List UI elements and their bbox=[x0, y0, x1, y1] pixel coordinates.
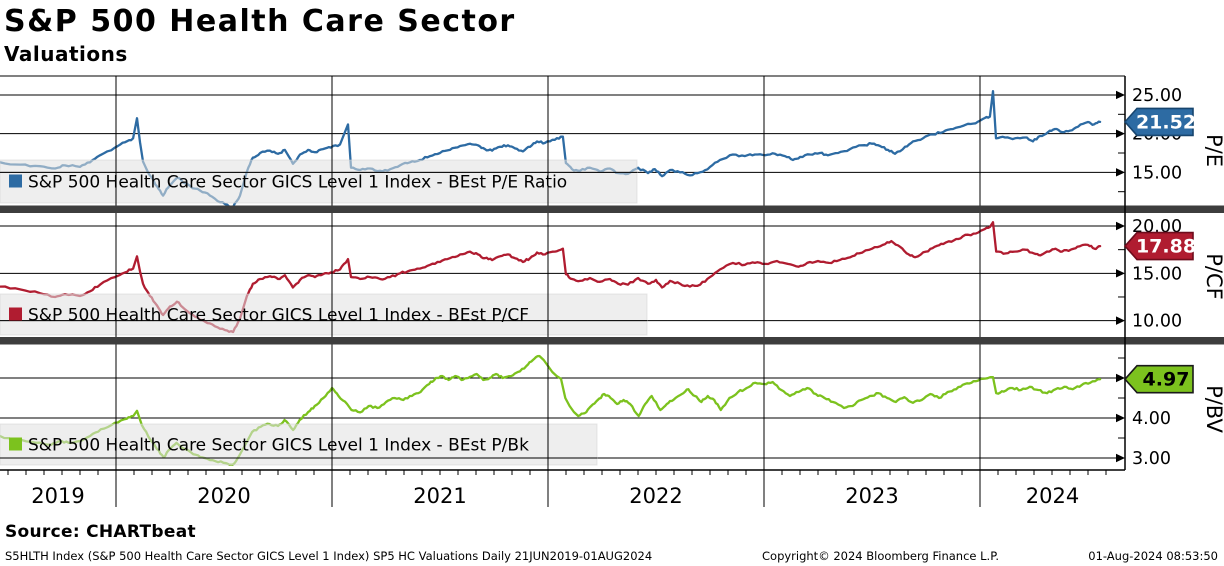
pcf-legend-band bbox=[0, 293, 648, 336]
gridline-arrowhead bbox=[1116, 221, 1125, 231]
pbk-axis-title: P/BV bbox=[1202, 385, 1224, 433]
pcf-axis-title: P/CF bbox=[1202, 253, 1224, 299]
pcf-value-badge-label: 17.88 bbox=[1136, 236, 1196, 258]
pe-legend-marker bbox=[9, 174, 22, 188]
pbk-legend-label: S&P 500 Health Care Sector GICS Level 1 … bbox=[28, 436, 529, 456]
pbk-value-badge-label: 4.97 bbox=[1143, 369, 1190, 391]
x-axis-year-label: 2023 bbox=[845, 484, 898, 508]
pe-ytick-label: 25.00 bbox=[1132, 86, 1182, 106]
gridline-arrowhead bbox=[1116, 413, 1125, 423]
x-axis-year-label: 2021 bbox=[413, 484, 466, 508]
page-subtitle: Valuations bbox=[4, 42, 128, 66]
footer-security-info: S5HLTH Index (S&P 500 Health Care Sector… bbox=[5, 549, 653, 563]
page-title: S&P 500 Health Care Sector bbox=[4, 4, 516, 39]
footer-timestamp: 01-Aug-2024 08:53:50 bbox=[1088, 549, 1218, 563]
pe-legend-band bbox=[0, 159, 638, 204]
panel-separator bbox=[0, 337, 1224, 345]
gridline-arrowhead bbox=[1116, 269, 1125, 278]
pe-value-badge-label: 21.52 bbox=[1136, 111, 1196, 133]
pcf-legend-label: S&P 500 Health Care Sector GICS Level 1 … bbox=[28, 306, 529, 326]
pcf-value-badge bbox=[1123, 231, 1194, 261]
pe-axis-title: P/E bbox=[1202, 134, 1224, 167]
x-axis-year-label: 2019 bbox=[31, 484, 84, 508]
x-axis-year-label: 2022 bbox=[629, 484, 682, 508]
pbk-value-badge bbox=[1123, 364, 1194, 394]
x-axis-year-label: 2020 bbox=[197, 484, 250, 508]
pe-ytick-label: 15.00 bbox=[1132, 163, 1182, 183]
pcf-ytick-label: 15.00 bbox=[1132, 264, 1182, 284]
pcf-legend-marker bbox=[9, 307, 22, 321]
gridline-arrowhead bbox=[1116, 453, 1125, 463]
gridline-arrowhead bbox=[1116, 90, 1125, 100]
pe-value-badge bbox=[1123, 107, 1194, 137]
panel-separator bbox=[0, 205, 1224, 213]
source-line: Source: CHARTbeat bbox=[5, 522, 196, 542]
pe-legend-label: S&P 500 Health Care Sector GICS Level 1 … bbox=[28, 173, 567, 193]
pbk-ytick-label: 4.00 bbox=[1132, 409, 1171, 429]
footer-copyright: Copyright© 2024 Bloomberg Finance L.P. bbox=[762, 549, 999, 563]
x-axis-year-label: 2024 bbox=[1026, 484, 1079, 508]
gridline-arrowhead bbox=[1116, 129, 1125, 138]
pcf-ytick-label: 10.00 bbox=[1132, 312, 1182, 332]
gridline-arrowhead bbox=[1116, 316, 1125, 325]
gridline-arrowhead bbox=[1116, 373, 1125, 383]
gridline-arrowhead bbox=[1116, 168, 1125, 177]
pbk-legend-marker bbox=[9, 437, 22, 451]
pbk-ytick-label: 3.00 bbox=[1132, 449, 1171, 469]
